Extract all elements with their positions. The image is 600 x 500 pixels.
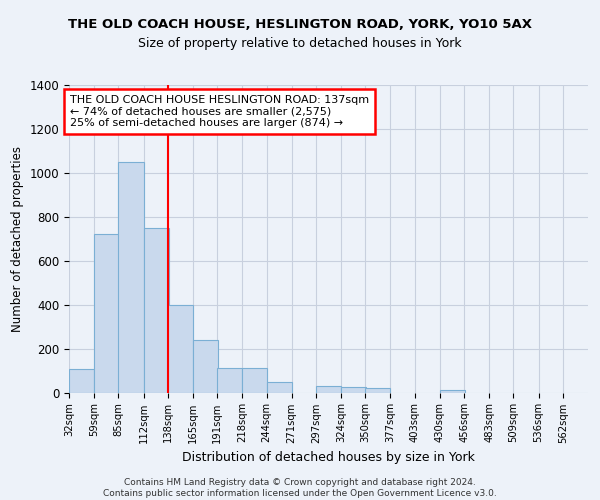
Text: Size of property relative to detached houses in York: Size of property relative to detached ho… xyxy=(138,38,462,51)
Text: Contains HM Land Registry data © Crown copyright and database right 2024.
Contai: Contains HM Land Registry data © Crown c… xyxy=(103,478,497,498)
Bar xyxy=(217,368,242,392)
Bar xyxy=(118,162,143,392)
Text: THE OLD COACH HOUSE, HESLINGTON ROAD, YORK, YO10 5AX: THE OLD COACH HOUSE, HESLINGTON ROAD, YO… xyxy=(68,18,532,30)
X-axis label: Distribution of detached houses by size in York: Distribution of detached houses by size … xyxy=(182,451,475,464)
Bar xyxy=(365,388,391,392)
Bar xyxy=(341,386,366,392)
Bar xyxy=(193,340,218,392)
Bar xyxy=(440,390,465,392)
Bar xyxy=(168,304,193,392)
Bar xyxy=(69,370,94,392)
Bar xyxy=(94,234,119,392)
Bar xyxy=(316,386,341,392)
Bar xyxy=(242,368,268,392)
Y-axis label: Number of detached properties: Number of detached properties xyxy=(11,146,24,332)
Bar xyxy=(266,382,292,392)
Text: THE OLD COACH HOUSE HESLINGTON ROAD: 137sqm
← 74% of detached houses are smaller: THE OLD COACH HOUSE HESLINGTON ROAD: 137… xyxy=(70,95,369,128)
Bar xyxy=(143,228,169,392)
